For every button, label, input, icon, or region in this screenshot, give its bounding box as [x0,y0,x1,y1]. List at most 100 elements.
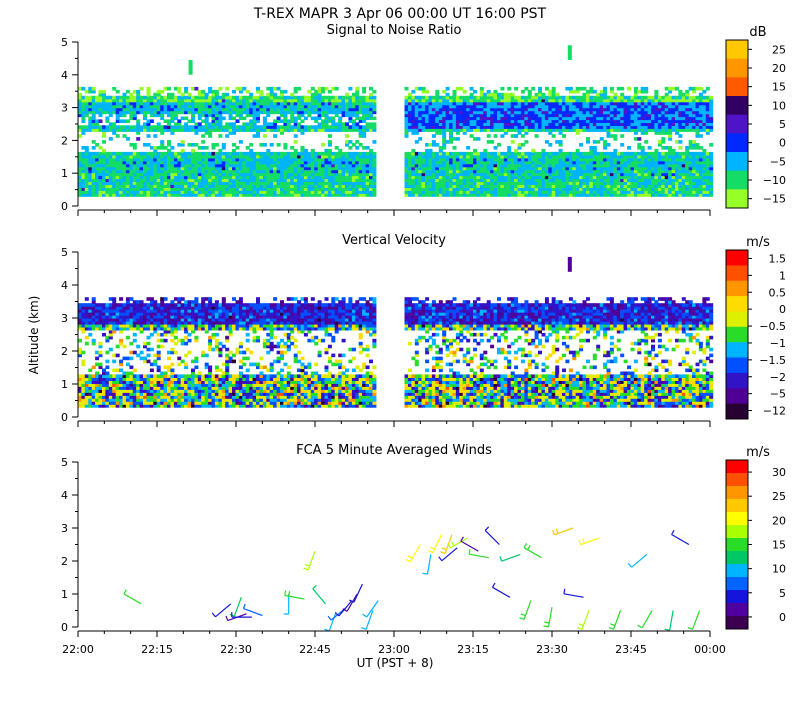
colorbar-swatch [726,115,748,134]
colorbar-tick-label: 15 [772,81,786,94]
y-tick-label: 2 [61,345,68,358]
panel-title: FCA 5 Minute Averaged Winds [296,443,492,458]
colorbar-swatch [726,250,748,266]
colorbar-tick-label: −1 [770,337,786,350]
colorbar-swatch [726,551,748,564]
y-tick-label: 1 [61,378,68,391]
y-tick-label: 4 [61,489,68,502]
isolated-echo [189,60,193,75]
wind-barb [313,585,326,604]
y-tick-label: 5 [61,246,68,259]
colorbar-swatch [726,281,748,297]
colorbar-units: m/s [746,235,770,250]
wind-barb [406,545,420,562]
y-tick-label: 2 [61,134,68,147]
wind-barb [361,611,373,630]
colorbar-swatch [726,327,748,343]
isolated-echo [568,257,572,272]
panel-title: Vertical Velocity [342,233,446,248]
colorbar-swatch [726,59,748,78]
wind-barb [628,554,647,567]
colorbar-swatch [726,525,748,538]
heatmap-block-2 [405,297,714,408]
colorbar-tick-label: 0 [779,303,786,316]
wind-barb [579,538,600,545]
wind-barb [439,548,458,561]
wind-barb [665,611,673,631]
colorbar-swatch [726,486,748,499]
colorbar: 1.510.50−0.5−1−1.5−2−5−12 [726,250,786,419]
wind-barb [672,530,689,544]
colorbar-swatch [726,603,748,616]
colorbar-tick-label: 5 [779,118,786,131]
colorbar-swatch [726,40,748,59]
colorbar-tick-label: 20 [772,514,786,527]
colorbar-units: dB [749,25,766,40]
colorbar-tick-label: 0 [779,611,786,624]
wind-barb [609,611,621,630]
wind-barb [325,612,337,631]
colorbar-swatch [726,189,748,208]
colorbar-tick-label: 30 [772,466,786,479]
colorbar-swatch [726,512,748,525]
wind-barb [519,601,531,620]
colorbar-tick-label: 10 [772,99,786,112]
wind-barb [688,611,700,630]
y-tick-label: 3 [61,522,68,535]
colorbar-tick-label: −12 [763,405,786,418]
colorbar-tick-label: −0.5 [759,320,786,333]
heatmap-block-1 [78,297,376,408]
wind-barb-set [124,527,700,631]
colorbar-tick-label: 0 [779,137,786,150]
heatmap-block-2 [405,87,714,197]
wind-barb [363,601,379,617]
wind-barb [493,583,510,597]
y-tick-label: 1 [61,167,68,180]
y-tick-label: 0 [61,621,68,634]
colorbar-swatch [726,342,748,358]
colorbar-tick-label: 5 [779,587,786,600]
x-tick-label: 22:15 [141,643,173,656]
x-tick-label: 22:00 [62,643,94,656]
colorbar-tick-label: 25 [772,43,786,56]
wind-barb [212,604,231,617]
colorbar-swatch [726,388,748,404]
figure-title: T-REX MAPR 3 Apr 06 00:00 UT 16:00 PST [253,6,547,22]
colorbar-swatch [726,152,748,171]
colorbar-swatch [726,312,748,328]
colorbar-swatch [726,296,748,312]
y-tick-label: 4 [61,69,68,82]
colorbar-swatch [726,133,748,152]
wind-barb [423,554,431,574]
colorbar-swatch [726,77,748,96]
colorbar-swatch [726,96,748,115]
wind-barb [553,528,574,535]
heatmap-block-1 [78,87,376,197]
y-tick-label: 4 [61,279,68,292]
isolated-echo [568,45,572,60]
x-tick-label: 23:00 [378,643,410,656]
colorbar-swatch [726,616,748,629]
x-tick-label: 00:00 [694,643,726,656]
y-tick-label: 5 [61,456,68,469]
wind-barb [564,589,584,597]
wind-barb [440,535,452,554]
panel-title: Signal to Noise Ratio [327,23,462,38]
colorbar-tick-label: −5 [770,388,786,401]
colorbar-swatch [726,358,748,374]
x-tick-label: 23:45 [615,643,647,656]
colorbar-tick-label: −15 [763,193,786,206]
x-tick-label: 23:30 [536,643,568,656]
colorbar-swatch [726,499,748,512]
y-axis-title: Altitude (km) [27,296,41,375]
y-tick-label: 1 [61,588,68,601]
wind-barb [500,554,521,561]
y-tick-label: 3 [61,102,68,115]
colorbar-units: m/s [746,445,770,460]
wind-barb [285,591,305,599]
